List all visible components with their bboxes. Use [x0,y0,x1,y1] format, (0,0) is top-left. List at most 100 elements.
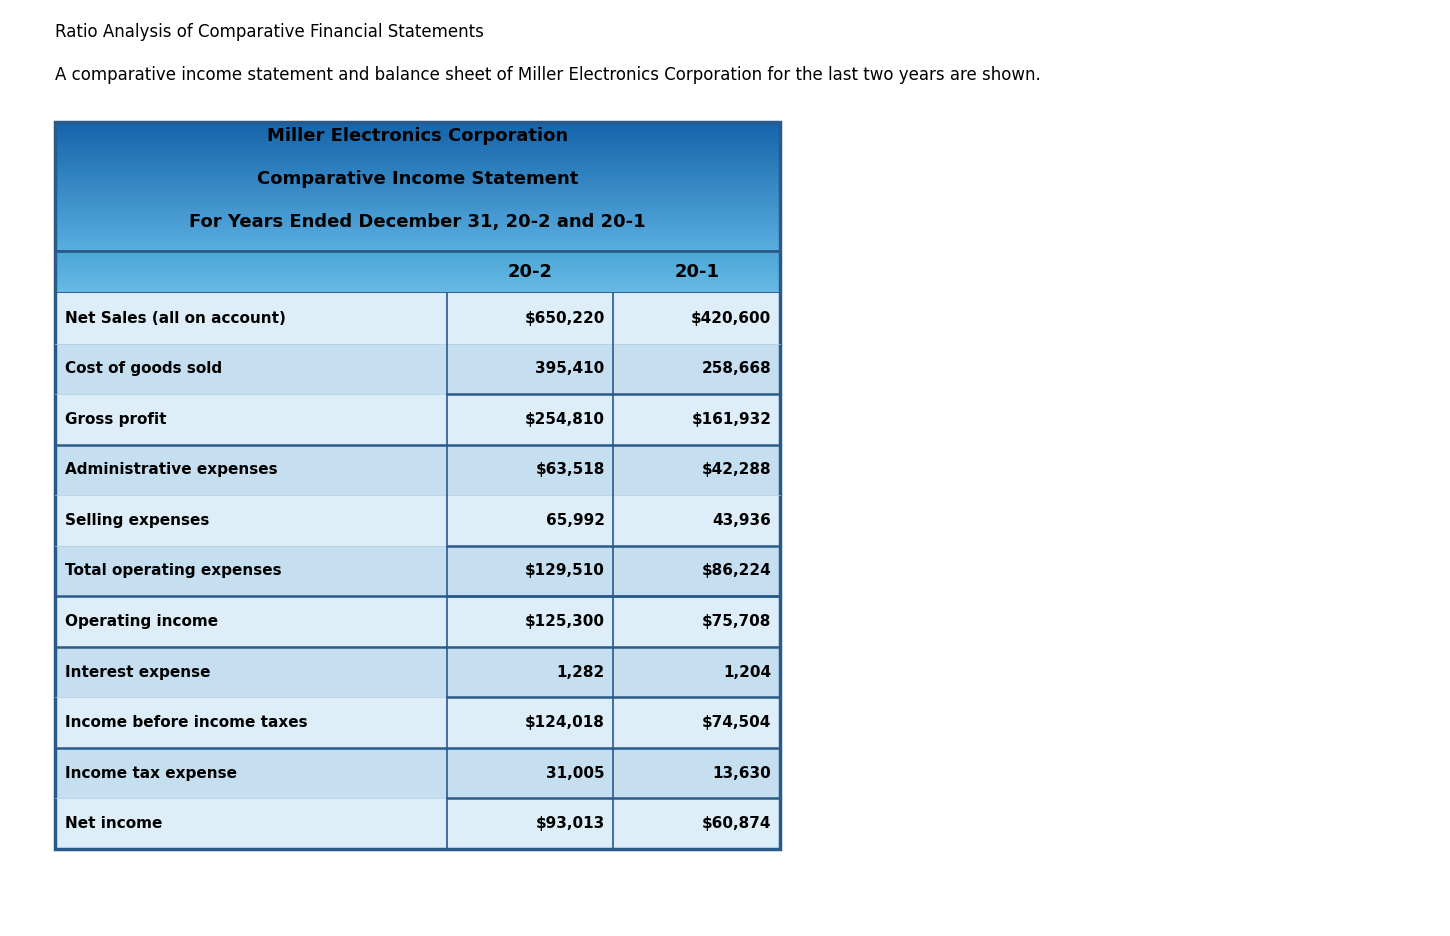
Bar [55,293,780,344]
Bar [55,178,780,180]
Bar [55,210,780,212]
Bar [55,167,780,169]
Bar [55,122,780,124]
Bar [55,169,780,171]
Text: 258,668: 258,668 [702,361,771,376]
Text: 43,936: 43,936 [712,513,771,528]
Text: Administrative expenses: Administrative expenses [65,462,278,477]
Bar [55,175,780,178]
Bar [55,154,780,156]
Bar [55,195,780,197]
Bar [55,171,780,173]
Bar [55,231,780,234]
Bar [55,143,780,145]
Bar [55,130,780,132]
Bar [55,124,780,126]
Bar [55,201,780,203]
Bar [55,225,780,227]
Bar [55,152,780,154]
Text: Cost of goods sold: Cost of goods sold [65,361,222,376]
Bar [55,697,780,748]
Bar [55,223,780,225]
Text: 13,630: 13,630 [712,766,771,781]
Text: Comparative Income Statement: Comparative Income Statement [257,170,579,188]
Text: $650,220: $650,220 [525,311,605,326]
Text: Total operating expenses: Total operating expenses [65,563,281,578]
Bar [55,344,780,394]
Bar [55,214,780,216]
Bar [55,394,780,445]
Bar [55,445,780,495]
Bar [55,150,780,152]
Bar [55,182,780,184]
Bar [55,126,780,128]
Bar [55,206,780,208]
Bar [55,212,780,214]
Text: 20-2: 20-2 [507,263,552,281]
Text: $124,018: $124,018 [525,715,605,730]
Bar [55,148,780,150]
Text: 1,282: 1,282 [557,665,605,680]
Bar [55,160,780,163]
Text: Selling expenses: Selling expenses [65,513,210,528]
Bar [55,208,780,210]
Text: 65,992: 65,992 [545,513,605,528]
Bar [55,236,780,238]
Bar [55,596,780,647]
Bar [55,238,780,240]
Bar [55,139,780,141]
Text: 20-1: 20-1 [674,263,719,281]
Bar [55,184,780,186]
Bar [55,748,780,798]
Bar [55,145,780,148]
Bar [55,158,780,160]
Text: $129,510: $129,510 [525,563,605,578]
Text: 1,204: 1,204 [724,665,771,680]
Bar [55,495,780,546]
Bar [55,165,780,167]
Bar [55,229,780,231]
Bar [55,244,780,246]
Bar [55,242,780,244]
Text: $93,013: $93,013 [535,816,605,831]
Text: 395,410: 395,410 [535,361,605,376]
Bar [55,193,780,195]
Text: Ratio Analysis of Comparative Financial Statements: Ratio Analysis of Comparative Financial … [55,23,484,41]
Text: $75,708: $75,708 [702,614,771,629]
Text: Income tax expense: Income tax expense [65,766,238,781]
Bar [55,218,780,221]
Bar [55,246,780,249]
Bar [55,137,780,139]
Text: Gross profit: Gross profit [65,412,167,427]
Text: For Years Ended December 31, 20-2 and 20-1: For Years Ended December 31, 20-2 and 20… [190,213,645,231]
Text: $63,518: $63,518 [535,462,605,477]
Bar [55,132,780,135]
Text: $420,600: $420,600 [692,311,771,326]
Bar [55,128,780,130]
Text: $42,288: $42,288 [702,462,771,477]
Bar [55,546,780,596]
Bar [55,227,780,229]
Text: $125,300: $125,300 [525,614,605,629]
Bar [55,234,780,236]
Bar [55,249,780,251]
Bar [55,197,780,199]
Bar [55,180,780,182]
Text: $74,504: $74,504 [702,715,771,730]
Text: $254,810: $254,810 [525,412,605,427]
Bar [55,135,780,137]
Bar [55,188,780,191]
Bar [55,186,780,188]
Bar [55,122,780,849]
Bar [55,191,780,193]
Bar [55,798,780,849]
Text: Operating income: Operating income [65,614,219,629]
Bar [55,141,780,143]
Bar [55,647,780,697]
Bar [55,221,780,223]
Text: 31,005: 31,005 [547,766,605,781]
Text: Income before income taxes: Income before income taxes [65,715,307,730]
Text: A comparative income statement and balance sheet of Miller Electronics Corporati: A comparative income statement and balan… [55,66,1041,83]
Bar [55,240,780,242]
Bar [55,156,780,158]
